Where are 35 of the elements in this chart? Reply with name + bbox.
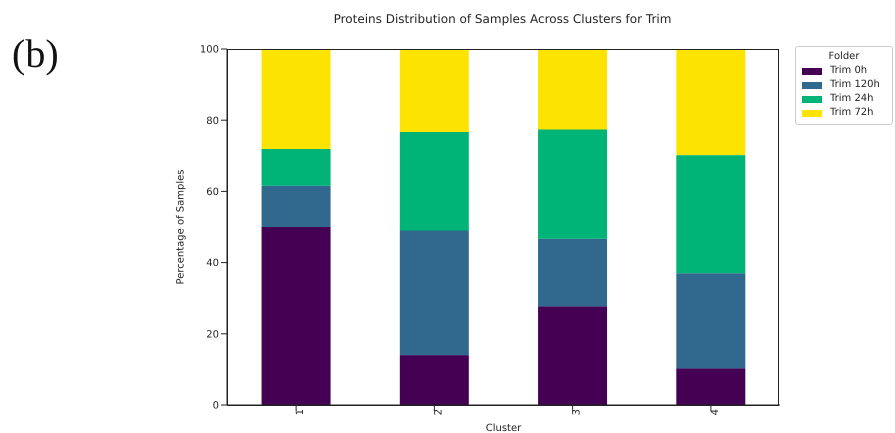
y-tick-label: 100 xyxy=(200,44,219,56)
bar xyxy=(262,149,331,186)
y-tick-label: 80 xyxy=(206,116,219,127)
bar xyxy=(538,238,608,306)
bar xyxy=(676,49,746,156)
y-tick-label: 20 xyxy=(206,329,219,340)
bar xyxy=(262,186,331,227)
y-tick-label: 0 xyxy=(212,400,219,412)
bar xyxy=(400,49,469,132)
x-tick-label: 2 xyxy=(433,409,444,416)
legend-label: Trim 0h xyxy=(830,64,868,78)
y-axis-title: Percentage of Samples xyxy=(176,170,187,284)
legend-label: Trim 72h xyxy=(830,106,874,120)
bar xyxy=(676,368,746,405)
bar xyxy=(262,227,331,405)
bar xyxy=(400,132,469,231)
bar xyxy=(400,355,469,405)
x-tick-label: 1 xyxy=(295,409,306,416)
y-tick-label: 40 xyxy=(206,258,219,270)
legend-label: Trim 120h xyxy=(830,78,880,92)
x-axis-title: Cluster xyxy=(486,423,522,433)
legend-label: Trim 24h xyxy=(830,92,874,106)
chart-title: Proteins Distribution of Samples Across Clusters for Trim xyxy=(332,12,672,26)
bar xyxy=(676,273,746,368)
y-tick-label: 60 xyxy=(206,186,219,198)
bar xyxy=(538,306,608,405)
x-tick-label: 4 xyxy=(710,409,721,416)
bar xyxy=(400,230,469,356)
text: (b) xyxy=(12,30,59,77)
legend-title: Folder xyxy=(828,51,860,62)
bar xyxy=(538,49,608,130)
bar xyxy=(538,129,608,239)
x-tick-label: 3 xyxy=(572,409,583,416)
bar xyxy=(676,155,746,274)
bar xyxy=(262,49,331,150)
